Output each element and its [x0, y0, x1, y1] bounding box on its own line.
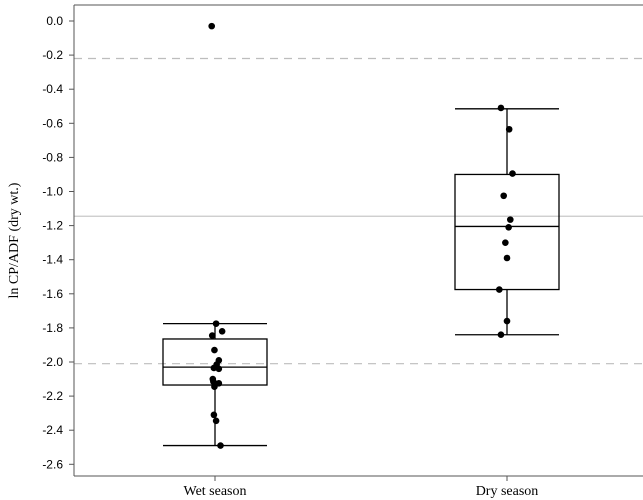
y-tick-label: -1.2 [42, 219, 63, 233]
data-point [496, 286, 503, 293]
y-tick-label: -2.6 [42, 457, 63, 471]
y-tick-label: -2.4 [42, 423, 63, 437]
y-tick-label: -1.6 [42, 287, 63, 301]
y-tick-label: -1.4 [42, 253, 63, 267]
data-point [210, 364, 218, 372]
data-point [503, 317, 511, 325]
data-point [502, 239, 509, 246]
data-point [505, 125, 513, 133]
y-tick-label: -0.2 [42, 48, 63, 62]
data-point [210, 378, 217, 385]
data-point [503, 254, 511, 262]
x-axis-categories: Wet season Dry season [183, 476, 538, 499]
data-point [212, 320, 220, 327]
y-tick-label: -1.0 [42, 185, 63, 199]
data-point [218, 328, 226, 335]
data-point [507, 216, 514, 223]
data-point [217, 442, 224, 449]
y-tick-label: -0.6 [42, 116, 63, 130]
data-point [212, 417, 220, 425]
box-dry-season [454, 108, 560, 336]
data-point [208, 22, 215, 30]
data-point [215, 365, 223, 373]
axes [73, 4, 643, 477]
interquartile-box [454, 173, 560, 291]
data-point [505, 224, 512, 231]
y-axis-ticks: 0.0 -0.2 -0.4 -0.6 -0.8 -1.0 -1.2 -1.4 -1.6 -1.8 -… [42, 14, 74, 471]
data-point [210, 411, 218, 419]
y-tick-label: 0.0 [46, 14, 63, 28]
y-tick-label: -1.8 [42, 321, 63, 335]
data-point [211, 383, 218, 391]
y-tick-label: -2.0 [42, 355, 63, 369]
data-point [509, 170, 516, 177]
data-point [497, 104, 505, 112]
box-plot-series [162, 108, 560, 447]
data-point [211, 346, 218, 354]
x-category-label: Dry season [476, 484, 539, 499]
x-category-label: Wet season [183, 484, 246, 499]
y-tick-label: -0.8 [42, 150, 63, 164]
data-points [208, 22, 516, 449]
data-point [500, 192, 508, 200]
y-axis-title: ln CP/ADF (dry wt.) [7, 182, 22, 298]
data-point [497, 331, 505, 339]
reference-lines [74, 57, 643, 365]
y-tick-label: -0.4 [42, 82, 63, 96]
data-point [208, 332, 216, 339]
y-tick-label: -2.2 [42, 389, 63, 403]
